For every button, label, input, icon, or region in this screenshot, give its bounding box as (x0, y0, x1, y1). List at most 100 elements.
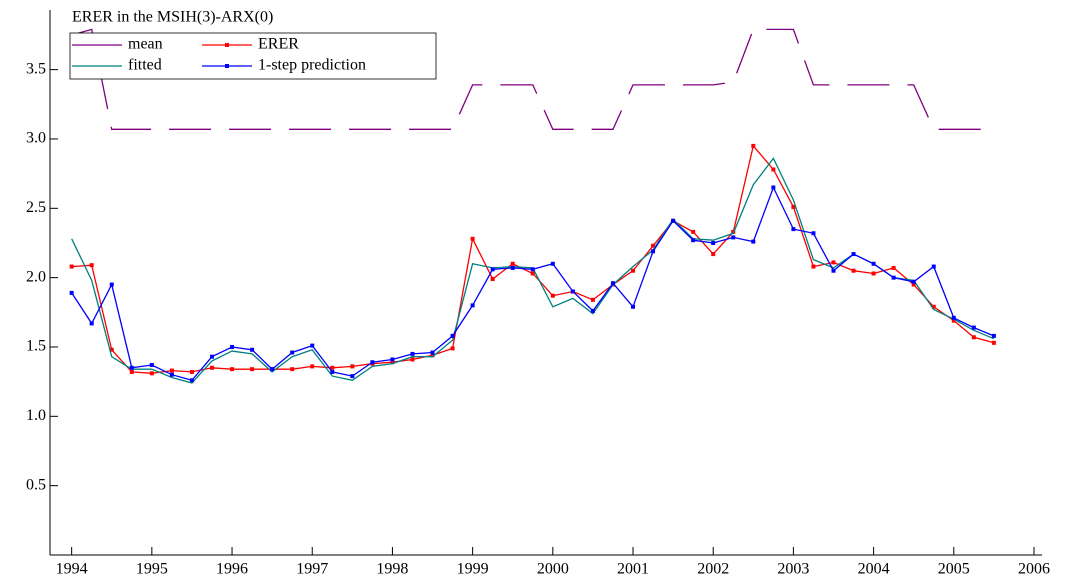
data-point (69, 264, 74, 269)
legend-label: mean (128, 36, 163, 53)
series-line (71, 185, 995, 382)
data-point (490, 277, 495, 282)
legend-label: fitted (128, 57, 162, 74)
x-tick-label: 2006 (1018, 561, 1050, 578)
data-point (811, 231, 816, 236)
data-point (931, 264, 936, 269)
x-tick-label: 1994 (56, 561, 88, 578)
data-point (771, 167, 776, 172)
data-point (971, 325, 976, 330)
data-point (189, 369, 194, 374)
data-point (550, 261, 555, 266)
data-point (931, 304, 936, 309)
data-point (350, 374, 355, 379)
data-point (751, 239, 756, 244)
data-point (791, 204, 796, 209)
data-point (330, 369, 335, 374)
data-point (149, 363, 154, 368)
data-point (671, 218, 676, 223)
data-point (651, 243, 656, 248)
x-tick-label: 1998 (376, 561, 408, 578)
data-point (490, 267, 495, 272)
data-point (410, 351, 415, 356)
data-point (851, 252, 856, 257)
data-point (350, 364, 355, 369)
data-point (791, 227, 796, 232)
y-tick-label: 3.5 (26, 60, 46, 77)
x-tick-label: 1999 (457, 561, 489, 578)
data-point (530, 267, 535, 272)
y-tick-label: 2.0 (26, 268, 46, 285)
x-tick-label: 2001 (617, 561, 649, 578)
data-point (891, 265, 896, 270)
data-point (831, 260, 836, 265)
data-point (430, 353, 435, 358)
data-point (430, 350, 435, 355)
data-point (530, 271, 535, 276)
data-point (851, 268, 856, 273)
legend-label: 1-step prediction (258, 57, 366, 74)
data-point (610, 281, 615, 286)
series-line (71, 144, 995, 374)
data-point (209, 354, 214, 359)
legend-label: ERER (258, 36, 299, 53)
data-point (771, 185, 776, 190)
data-point (69, 290, 74, 295)
x-tick-label: 2004 (858, 561, 890, 578)
x-tick-label: 2003 (777, 561, 809, 578)
data-point (250, 347, 255, 352)
data-point (871, 261, 876, 266)
data-point (89, 321, 94, 326)
data-point (951, 315, 956, 320)
x-tick-label: 2005 (938, 561, 970, 578)
x-tick-label: 1997 (296, 561, 328, 578)
data-point (570, 289, 575, 294)
data-point (510, 261, 515, 266)
data-point (149, 371, 154, 376)
data-point (991, 333, 996, 338)
chart-title: ERER in the MSIH(3)-ARX(0) (72, 9, 273, 26)
y-tick-label: 1.0 (26, 407, 46, 424)
data-point (590, 297, 595, 302)
data-point (390, 357, 395, 362)
data-point (209, 365, 214, 370)
data-point (270, 367, 275, 372)
data-point (711, 240, 716, 245)
data-point (631, 304, 636, 309)
data-point (290, 367, 295, 372)
x-tick-label: 2002 (697, 561, 729, 578)
data-point (711, 252, 716, 257)
data-point (731, 235, 736, 240)
data-point (590, 308, 595, 313)
data-point (330, 365, 335, 370)
data-point (510, 265, 515, 270)
data-point (89, 263, 94, 268)
data-point (470, 236, 475, 241)
data-point (911, 279, 916, 284)
x-tick-label: 2000 (537, 561, 569, 578)
x-tick-label: 1995 (136, 561, 168, 578)
x-tick-label: 1996 (216, 561, 248, 578)
data-point (189, 378, 194, 383)
data-point (310, 343, 315, 348)
data-point (250, 367, 255, 372)
data-point (751, 143, 756, 148)
y-tick-label: 2.5 (26, 199, 46, 216)
data-point (410, 357, 415, 362)
data-point (290, 350, 295, 355)
data-point (450, 346, 455, 351)
data-point (631, 268, 636, 273)
data-point (109, 282, 114, 287)
data-point (109, 347, 114, 352)
data-point (811, 264, 816, 269)
data-point (169, 368, 174, 373)
data-point (370, 360, 375, 365)
data-point (911, 282, 916, 287)
data-point (129, 369, 134, 374)
data-point (470, 303, 475, 308)
data-point (450, 333, 455, 338)
series-line (71, 28, 994, 130)
data-point (951, 318, 956, 323)
